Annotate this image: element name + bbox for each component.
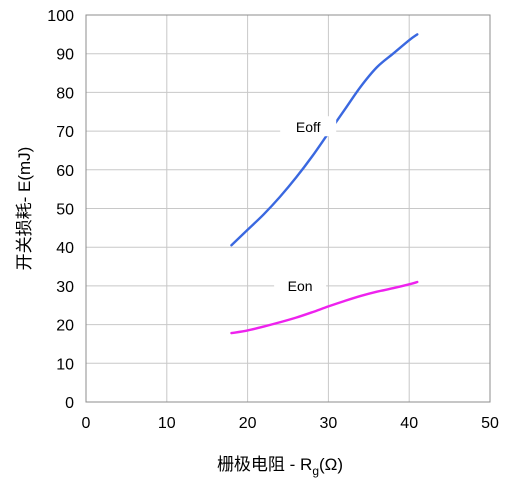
y-tick-label: 30 [56,279,74,296]
grid [85,14,491,403]
y-axis-label: 开关损耗- E(mJ) [15,147,34,271]
x-tick-label: 0 [82,415,91,432]
y-tick-label: 70 [56,124,74,141]
y-tick-label: 10 [56,356,74,373]
series-layer: Eoff Eon [230,33,419,335]
x-axis-ticks: 0 10 20 30 40 50 [82,415,499,432]
x-tick-label: 50 [481,415,499,432]
series-label-bg [274,274,327,295]
y-tick-label: 80 [56,85,74,102]
y-tick-label: 60 [56,163,74,180]
x-tick-label: 20 [239,415,257,432]
x-axis-label-suffix: (Ω) [319,455,343,474]
x-axis-label-subscript: g [312,464,319,478]
series-eon: Eon [230,274,419,335]
y-tick-label: 20 [56,318,74,335]
series-eoff: Eoff [230,33,419,247]
y-tick-label: 90 [56,47,74,64]
series-label-eon: Eon [288,278,313,294]
x-tick-label: 30 [320,415,338,432]
series-label-bg [280,116,337,137]
series-line-eon [230,280,419,335]
y-axis-ticks: 0 10 20 30 40 50 60 70 80 90 100 [47,8,74,412]
y-tick-label: 40 [56,240,74,257]
y-tick-label: 100 [47,8,74,25]
series-label-eoff: Eoff [296,119,321,135]
y-tick-label: 50 [56,202,74,219]
plot-frame [85,14,491,403]
x-tick-label: 10 [158,415,176,432]
y-tick-label: 0 [65,395,74,412]
x-axis-label: 栅极电阻 - Rg(Ω) [217,455,343,478]
x-axis-label-main: 栅极电阻 - R [217,455,312,474]
x-tick-label: 40 [400,415,418,432]
series-line-eoff [230,33,419,247]
